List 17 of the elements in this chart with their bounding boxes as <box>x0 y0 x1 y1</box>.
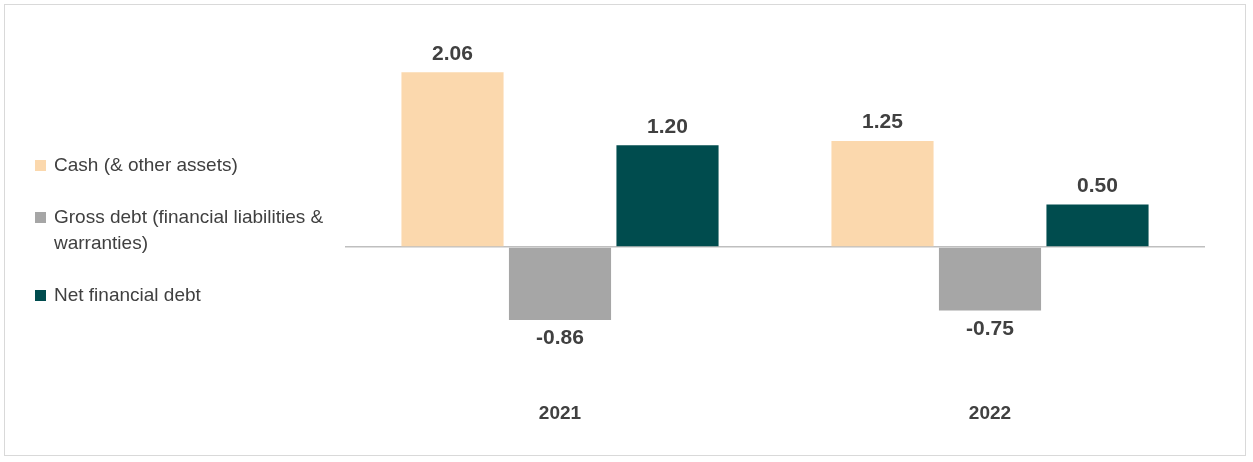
data-label: 1.25 <box>862 109 904 133</box>
x-tick-label: 2021 <box>538 401 582 423</box>
legend-label: Net financial debt <box>54 283 201 307</box>
bar <box>1046 204 1149 247</box>
bar <box>401 72 504 247</box>
data-label: 2.06 <box>432 40 473 64</box>
bar <box>508 247 612 320</box>
data-label: 1.20 <box>647 113 688 137</box>
x-tick-label: 2022 <box>968 401 1012 423</box>
bar <box>616 145 719 247</box>
bar <box>938 247 1042 311</box>
legend-label: Cash (& other assets) <box>54 153 238 177</box>
data-label: -0.75 <box>966 315 1015 339</box>
legend-label: Gross debt (financial liabilities & warranties) <box>54 205 325 255</box>
data-label: 0.50 <box>1077 172 1118 196</box>
bar <box>831 141 934 247</box>
data-label: -0.86 <box>536 325 584 349</box>
